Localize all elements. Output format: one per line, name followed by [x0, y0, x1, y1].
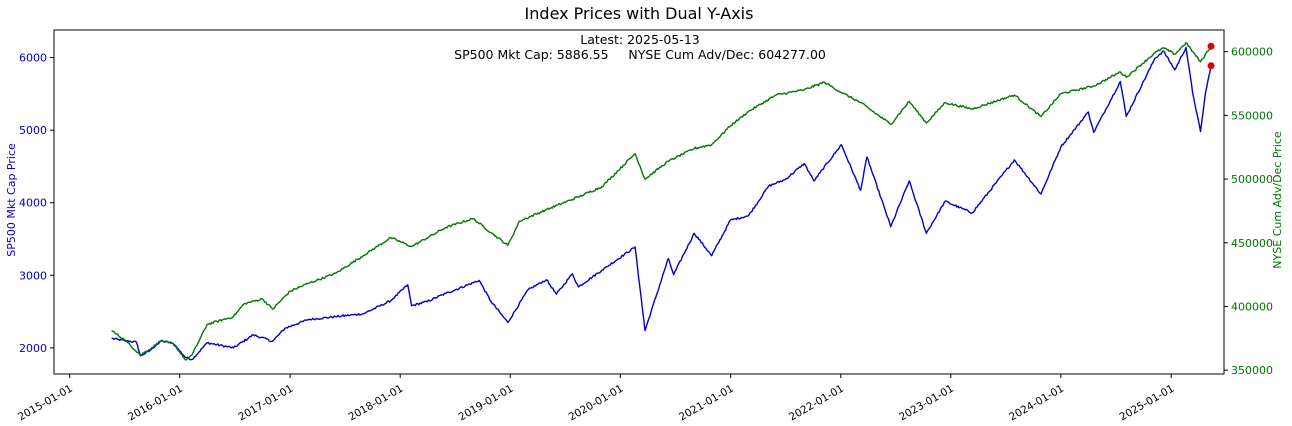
- right-y-tick-label: 600000: [1231, 46, 1273, 59]
- right-y-tick-label: 450000: [1231, 237, 1273, 250]
- nyse-cum-adv-dec-line: [111, 42, 1212, 361]
- left-y-tick-label: 2000: [19, 342, 47, 355]
- left-y-tick-label: 3000: [19, 269, 47, 282]
- right-y-tick-label: 400000: [1231, 300, 1273, 313]
- latest-values-annotation: SP500 Mkt Cap: 5886.55 NYSE Cum Adv/Dec:…: [454, 47, 826, 62]
- left-y-tick-label: 4000: [19, 197, 47, 210]
- left-y-tick-label: 6000: [19, 52, 47, 65]
- chart-title: Index Prices with Dual Y-Axis: [525, 4, 754, 23]
- right-y-tick-label: 550000: [1231, 109, 1273, 122]
- nyse-latest-marker: [1207, 42, 1215, 50]
- right-axis-label: NYSE Cum Adv/Dec Price: [1271, 131, 1284, 269]
- left-y-tick-label: 5000: [19, 124, 47, 137]
- sp500-latest-marker: [1207, 62, 1215, 70]
- latest-date-annotation: Latest: 2025-05-13: [580, 32, 699, 47]
- sp500-mkt-cap-line: [111, 46, 1212, 361]
- plot-area: [53, 29, 1225, 375]
- left-axis-label: SP500 Mkt Cap Price: [5, 143, 18, 257]
- right-y-tick-label: 500000: [1231, 173, 1273, 186]
- plot-frame: [53, 29, 1225, 375]
- right-y-tick-label: 350000: [1231, 364, 1273, 377]
